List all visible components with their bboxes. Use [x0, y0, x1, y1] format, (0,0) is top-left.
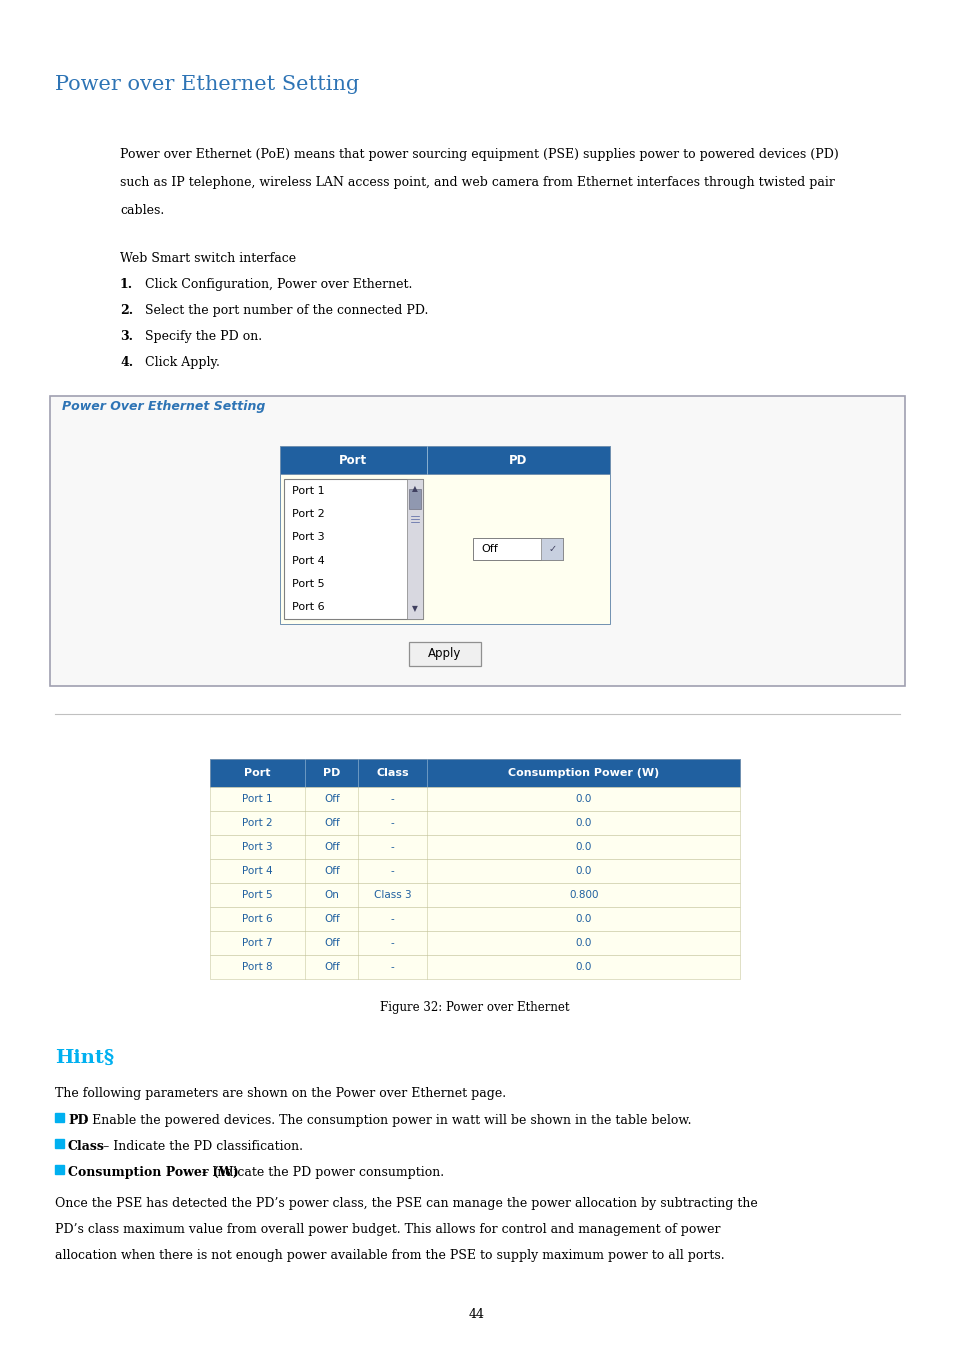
Text: PD: PD: [68, 1115, 89, 1127]
Text: -: -: [391, 794, 395, 804]
Bar: [409, 642, 480, 666]
Text: Power Over Ethernet Setting: Power Over Ethernet Setting: [62, 400, 265, 413]
Text: 0.0: 0.0: [575, 866, 591, 875]
Text: 1.: 1.: [120, 278, 133, 290]
Text: Port 8: Port 8: [242, 962, 273, 971]
Text: ▲: ▲: [412, 485, 417, 493]
Text: 44: 44: [469, 1309, 484, 1321]
Text: 0.0: 0.0: [575, 962, 591, 971]
Text: – Indicate the PD power consumption.: – Indicate the PD power consumption.: [198, 1166, 444, 1179]
Text: Port 1: Port 1: [292, 485, 324, 496]
Text: 0.0: 0.0: [575, 794, 591, 804]
Text: ▼: ▼: [412, 604, 417, 613]
Bar: [55, 1165, 64, 1174]
Text: Figure 32: Power over Ethernet: Figure 32: Power over Ethernet: [380, 1001, 569, 1015]
Text: Off: Off: [481, 544, 497, 554]
Bar: [210, 811, 740, 835]
Text: Port 4: Port 4: [292, 555, 324, 566]
Bar: [210, 788, 740, 811]
Bar: [541, 538, 563, 561]
Bar: [210, 859, 740, 884]
Text: Off: Off: [324, 915, 339, 924]
Text: -: -: [391, 962, 395, 971]
Text: Select the port number of the connected PD.: Select the port number of the connected …: [141, 304, 428, 317]
Bar: [409, 489, 420, 509]
Text: Class 3: Class 3: [374, 890, 412, 900]
Text: Class: Class: [68, 1140, 105, 1152]
Text: PD: PD: [509, 454, 527, 466]
Bar: [210, 955, 740, 979]
Bar: [473, 538, 563, 561]
Bar: [210, 907, 740, 931]
Text: 4.: 4.: [120, 357, 133, 369]
Text: -: -: [391, 842, 395, 852]
Text: Port 3: Port 3: [242, 842, 273, 852]
Text: -: -: [391, 817, 395, 828]
Text: Off: Off: [324, 842, 339, 852]
Text: -: -: [391, 915, 395, 924]
Text: Consumption Power (W): Consumption Power (W): [508, 767, 659, 778]
Text: Off: Off: [324, 938, 339, 948]
Text: Port 3: Port 3: [292, 532, 324, 542]
Bar: [210, 931, 740, 955]
Text: – Indicate the PD classification.: – Indicate the PD classification.: [99, 1140, 303, 1152]
Text: On: On: [324, 890, 339, 900]
Text: such as IP telephone, wireless LAN access point, and web camera from Ethernet in: such as IP telephone, wireless LAN acces…: [120, 176, 834, 189]
Text: 3.: 3.: [120, 330, 132, 343]
Text: 0.800: 0.800: [568, 890, 598, 900]
Text: Click Apply.: Click Apply.: [141, 357, 219, 369]
Text: Port: Port: [244, 767, 271, 778]
Text: Port 5: Port 5: [292, 580, 324, 589]
Bar: [280, 446, 609, 474]
Text: Web Smart switch interface: Web Smart switch interface: [120, 253, 295, 265]
Text: 2.: 2.: [120, 304, 133, 317]
Text: Class: Class: [376, 767, 409, 778]
Text: -: -: [391, 866, 395, 875]
Text: Consumption Power (W): Consumption Power (W): [68, 1166, 238, 1179]
Text: 0.0: 0.0: [575, 915, 591, 924]
Text: Port 6: Port 6: [242, 915, 273, 924]
Text: 0.0: 0.0: [575, 842, 591, 852]
Text: Off: Off: [324, 794, 339, 804]
Text: Once the PSE has detected the PD’s power class, the PSE can manage the power all: Once the PSE has detected the PD’s power…: [55, 1197, 757, 1210]
Text: Power over Ethernet (PoE) means that power sourcing equipment (PSE) supplies pow: Power over Ethernet (PoE) means that pow…: [120, 149, 838, 161]
Text: Off: Off: [324, 962, 339, 971]
Bar: [280, 474, 609, 624]
Bar: [210, 884, 740, 907]
Text: - Enable the powered devices. The consumption power in watt will be shown in the: - Enable the powered devices. The consum…: [80, 1115, 691, 1127]
Text: Port 1: Port 1: [242, 794, 273, 804]
Text: Off: Off: [324, 866, 339, 875]
Text: PD: PD: [323, 767, 340, 778]
Text: Port 7: Port 7: [242, 938, 273, 948]
Text: PD’s class maximum value from overall power budget. This allows for control and : PD’s class maximum value from overall po…: [55, 1223, 720, 1236]
Text: Port 2: Port 2: [292, 509, 324, 519]
Text: Port 6: Port 6: [292, 603, 324, 612]
Bar: [55, 1113, 64, 1121]
Text: Port 4: Port 4: [242, 866, 273, 875]
Bar: [284, 480, 422, 619]
Text: 0.0: 0.0: [575, 817, 591, 828]
Text: Specify the PD on.: Specify the PD on.: [141, 330, 262, 343]
Bar: [50, 396, 904, 686]
Text: ✓: ✓: [548, 544, 556, 554]
Text: 0.0: 0.0: [575, 938, 591, 948]
Text: Power over Ethernet Setting: Power over Ethernet Setting: [55, 76, 359, 95]
Text: Port 5: Port 5: [242, 890, 273, 900]
Text: cables.: cables.: [120, 204, 164, 218]
Text: -: -: [391, 938, 395, 948]
Bar: [55, 1139, 64, 1148]
Text: Apply: Apply: [428, 647, 461, 661]
Text: allocation when there is not enough power available from the PSE to supply maxim: allocation when there is not enough powe…: [55, 1250, 724, 1262]
Bar: [210, 759, 740, 788]
Bar: [210, 835, 740, 859]
Text: Port 2: Port 2: [242, 817, 273, 828]
Text: Hint§: Hint§: [55, 1048, 114, 1067]
Text: The following parameters are shown on the Power over Ethernet page.: The following parameters are shown on th…: [55, 1088, 506, 1100]
Text: Click Configuration, Power over Ethernet.: Click Configuration, Power over Ethernet…: [141, 278, 412, 290]
Text: Port: Port: [339, 454, 367, 466]
Text: Off: Off: [324, 817, 339, 828]
Bar: [406, 480, 422, 619]
